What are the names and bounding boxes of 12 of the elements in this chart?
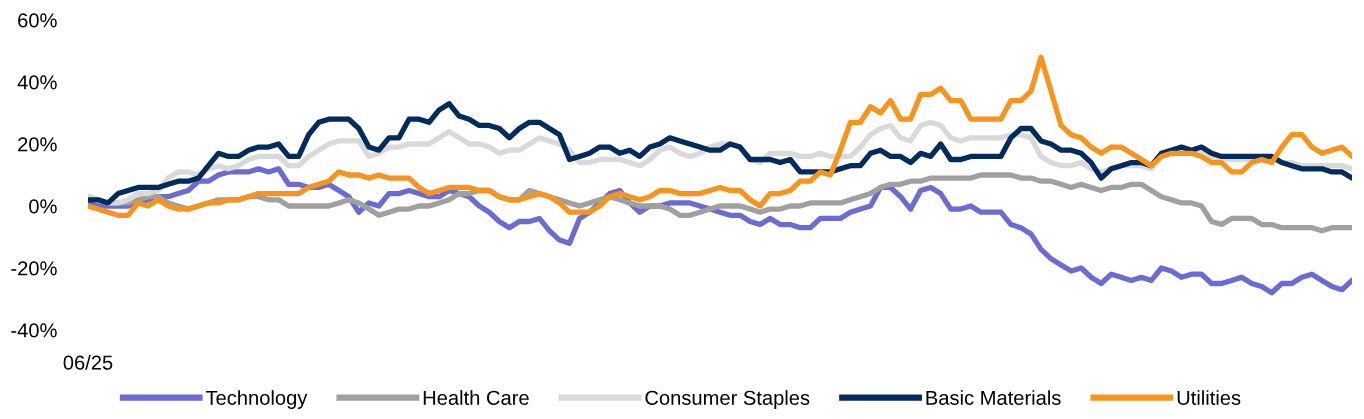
y-tick-label: -20% [11, 261, 57, 276]
y-tick-label: 40% [17, 75, 57, 90]
y-tick-label: 60% [18, 13, 57, 28]
legend-label: Consumer Staples [645, 390, 810, 409]
legend-label: Basic Materials [926, 390, 1061, 405]
legend-label: Utilities [1177, 390, 1241, 405]
legend-label: Health Care [423, 390, 529, 405]
y-tick-label: 0% [29, 199, 57, 214]
legend-label: Technology [205, 390, 308, 409]
x-tick-label: 06/25 [63, 355, 113, 370]
y-tick-label: 20% [18, 137, 57, 152]
y-tick-label: -40% [11, 323, 57, 338]
